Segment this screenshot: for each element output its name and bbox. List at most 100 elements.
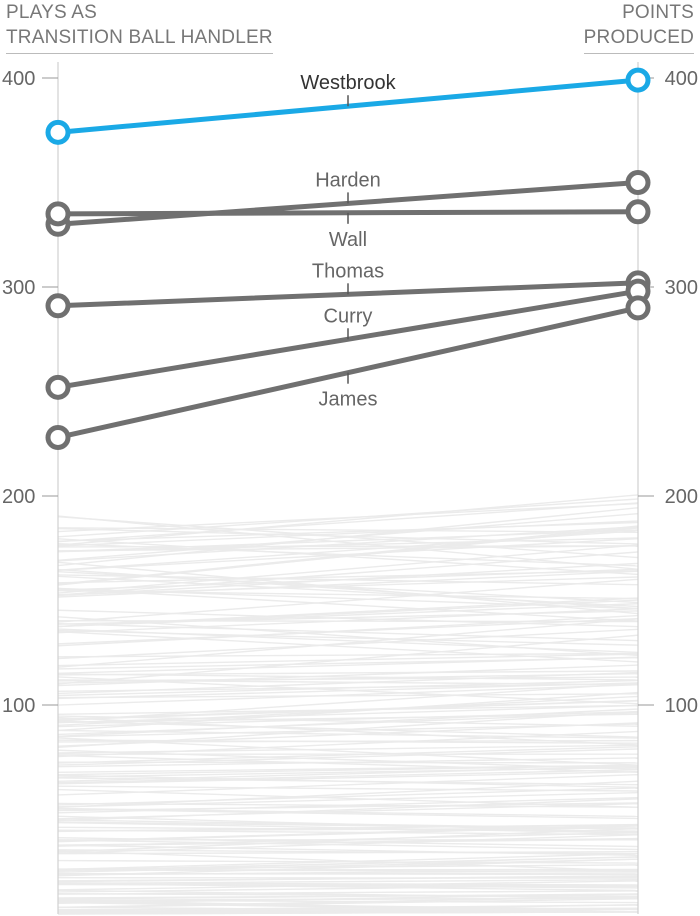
left-header-line1: PLAYS AS (6, 2, 98, 23)
background-line (57, 526, 639, 562)
background-line (57, 676, 639, 682)
background-line (57, 693, 639, 699)
background-line (57, 883, 639, 888)
right-point (625, 67, 651, 93)
background-line (57, 911, 639, 915)
background-line (57, 771, 639, 785)
left-point (45, 201, 71, 227)
player-label: Wall (329, 229, 367, 251)
background-line (57, 791, 639, 808)
background-line (57, 748, 639, 766)
background-line (57, 568, 639, 591)
background-line (57, 757, 639, 768)
background-line (57, 530, 639, 571)
series-wall: Wall (45, 199, 651, 251)
series-harden: Harden (45, 169, 651, 237)
background-line (57, 851, 639, 855)
right-tick-label: 400 (665, 68, 698, 90)
background-line (57, 682, 639, 722)
background-line (57, 683, 639, 693)
left-tick-label: 200 (2, 486, 35, 508)
background-line (57, 821, 639, 834)
background-line (57, 807, 639, 818)
background-line (57, 908, 639, 914)
background-line (57, 715, 639, 727)
background-line (57, 722, 639, 747)
right-point (625, 170, 651, 195)
right-axis-header: POINTS PRODUCED (583, 0, 694, 54)
background-line (57, 587, 639, 622)
background-line (57, 837, 639, 848)
background-line (57, 609, 639, 628)
background-line (57, 819, 639, 830)
right-header-line2: PRODUCED (583, 27, 694, 48)
background-line (57, 570, 639, 604)
background-line (57, 623, 639, 642)
player-label: Thomas (312, 260, 384, 282)
named-series: Harden Wall Thomas Curry James Westbrook (45, 67, 651, 450)
background-line (57, 716, 639, 746)
background-line (57, 893, 639, 898)
player-label: Curry (324, 305, 373, 327)
background-line (57, 630, 639, 663)
background-line (57, 839, 639, 851)
background-line (57, 576, 639, 596)
background-line (57, 617, 639, 645)
background-line (57, 634, 639, 685)
right-tick-label: 300 (665, 277, 698, 299)
background-line (57, 620, 639, 623)
background-line (57, 570, 639, 598)
background-lines (57, 494, 639, 915)
background-line (57, 683, 639, 706)
background-line (57, 872, 639, 875)
background-line (57, 875, 639, 883)
background-line (57, 893, 639, 900)
background-line (57, 544, 639, 594)
background-line (57, 664, 639, 687)
background-line (57, 670, 639, 676)
player-label: James (319, 389, 378, 411)
right-tick-label: 200 (665, 486, 698, 508)
left-tick-label: 400 (2, 68, 35, 90)
background-line (57, 852, 639, 871)
background-line (57, 502, 639, 533)
background-line (57, 537, 639, 553)
background-line (57, 826, 639, 832)
background-line (57, 713, 639, 724)
background-line (57, 798, 639, 822)
left-axis-header: PLAYS AS TRANSITION BALL HANDLER (6, 0, 273, 54)
left-point (45, 374, 71, 400)
player-label: Harden (315, 169, 381, 191)
background-line (57, 521, 639, 542)
right-point (625, 199, 651, 225)
background-line (57, 599, 639, 628)
background-line (57, 551, 639, 596)
background-line (57, 899, 639, 904)
left-point (45, 119, 71, 145)
background-line (57, 787, 639, 806)
right-point (625, 295, 651, 321)
background-line (57, 744, 639, 754)
background-line (57, 656, 639, 670)
background-line (57, 529, 639, 553)
background-line (57, 808, 639, 820)
background-line (57, 494, 639, 546)
background-line (57, 527, 639, 534)
background-line (57, 766, 639, 778)
background-line (57, 578, 639, 623)
series-westbrook: Westbrook (45, 67, 651, 145)
left-point (45, 424, 71, 450)
background-line (57, 868, 639, 871)
left-header-line2: TRANSITION BALL HANDLER (6, 27, 273, 48)
series-curry: Curry (45, 278, 651, 400)
background-line (57, 704, 639, 724)
background-line (57, 628, 639, 660)
right-header-line1: POINTS (622, 2, 694, 23)
series-james: James (45, 295, 651, 450)
background-line (57, 618, 639, 668)
background-line (57, 502, 639, 543)
background-line (57, 673, 639, 681)
background-line (57, 652, 639, 658)
background-line (57, 712, 639, 736)
